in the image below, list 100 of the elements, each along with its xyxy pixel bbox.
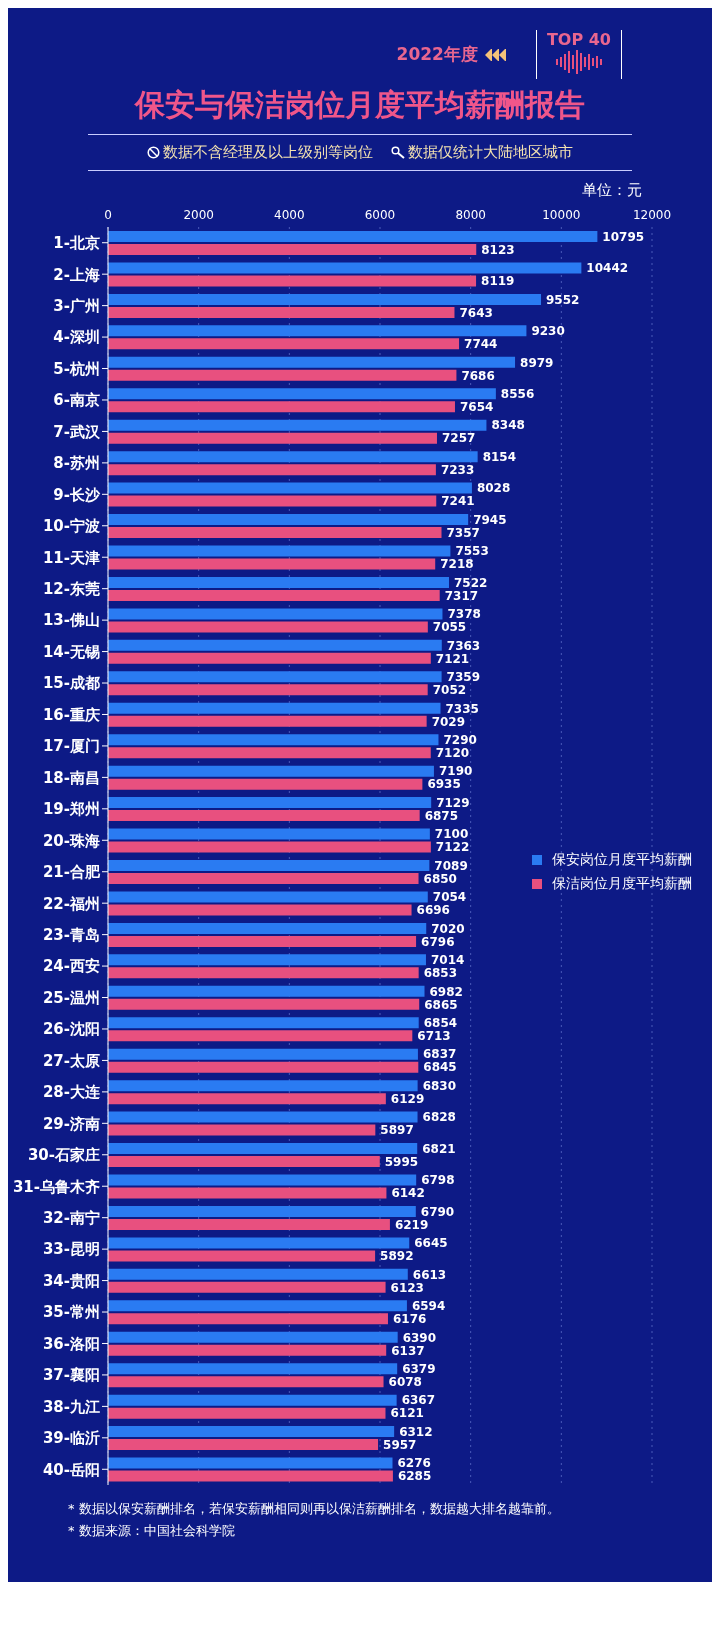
data-label: 7054 (432, 890, 467, 905)
data-label: 7686 (461, 368, 495, 383)
y-tick-label: 35-常州 (42, 1303, 100, 1322)
y-tick-label: 1-北京 (53, 234, 100, 253)
bar (108, 797, 432, 809)
bar (108, 401, 455, 413)
y-tick-label: 6-南京 (53, 391, 100, 410)
bar (108, 545, 451, 557)
bar (108, 967, 419, 979)
y-tick-label: 14-无锡 (42, 642, 100, 661)
legend-label: 保洁岗位月度平均薪酬 (552, 875, 692, 893)
bar (108, 514, 469, 526)
bar (108, 765, 434, 777)
y-tick-label: 25-温州 (42, 988, 100, 1007)
bar (108, 1344, 387, 1356)
bar (108, 1218, 390, 1230)
data-label: 6875 (424, 808, 459, 823)
text: 数据仅统计大陆地区城市 (407, 143, 573, 162)
y-tick-label: 7-武汉 (53, 422, 101, 441)
x-tick-label: 0 (104, 208, 112, 222)
bar (108, 778, 423, 790)
x-tick-label: 4000 (274, 208, 305, 222)
bar (108, 1174, 417, 1186)
y-tick-label: 10-宁波 (42, 517, 100, 536)
bar (108, 558, 436, 570)
data-label: 7317 (444, 588, 479, 603)
bar (108, 1376, 384, 1388)
data-label: 6645 (414, 1236, 448, 1251)
bar (108, 1426, 395, 1438)
bar (108, 1187, 387, 1199)
y-tick-label: 18-南昌 (42, 768, 100, 787)
y-tick-label: 17-厦门 (42, 737, 100, 756)
bar (108, 1394, 397, 1406)
data-label: 6837 (422, 1047, 457, 1062)
data-label: 6137 (391, 1343, 425, 1358)
data-label: 7654 (459, 400, 494, 415)
data-label: 6935 (427, 777, 461, 792)
bar (108, 1237, 410, 1249)
bar (108, 954, 426, 966)
data-label: 6312 (399, 1424, 433, 1439)
bar (108, 325, 527, 337)
y-tick-label: 39-临沂 (42, 1429, 100, 1448)
bar (108, 275, 477, 287)
y-tick-label: 33-昆明 (42, 1240, 100, 1259)
data-label: 7335 (445, 701, 479, 716)
data-label: 7052 (432, 683, 467, 698)
x-tick-label: 12000 (632, 208, 672, 222)
bar (108, 904, 412, 916)
bar (108, 922, 427, 934)
y-tick-label: 16-重庆 (42, 705, 100, 724)
y-tick-label: 23-青岛 (42, 925, 100, 944)
data-label: 7100 (434, 827, 469, 842)
data-label: 7029 (431, 714, 466, 729)
y-tick-label: 26-沈阳 (42, 1020, 100, 1039)
data-label: 6285 (397, 1469, 432, 1484)
y-tick-label: 4-深圳 (53, 328, 100, 347)
bar (108, 747, 431, 759)
data-label: 9230 (531, 324, 565, 339)
data-label: 5995 (384, 1154, 419, 1169)
bar (108, 1363, 398, 1375)
data-label: 7055 (432, 620, 467, 635)
y-tick-label: 30-石家庄 (27, 1146, 100, 1165)
bar (108, 828, 430, 840)
y-tick-label: 22-福州 (42, 894, 100, 913)
data-label: 6796 (421, 934, 455, 949)
bar (108, 464, 436, 476)
x-tick-label: 8000 (455, 208, 486, 222)
bar (108, 1061, 419, 1073)
x-tick-label: 10000 (542, 208, 581, 222)
data-label: 6613 (412, 1267, 447, 1282)
bar (108, 231, 598, 242)
data-label: 7014 (430, 953, 465, 968)
y-tick-label: 2-上海 (53, 265, 100, 284)
y-tick-label: 37-襄阳 (42, 1366, 100, 1385)
data-label: 6390 (402, 1330, 437, 1345)
data-label: 6696 (416, 903, 450, 918)
data-label: 8979 (520, 355, 554, 370)
x-tick-label: 6000 (364, 208, 396, 222)
bar (108, 1268, 408, 1280)
bar (108, 715, 427, 727)
bar (108, 1439, 379, 1451)
bar (108, 734, 439, 746)
bar (108, 810, 420, 822)
bar (108, 671, 442, 683)
y-tick-label: 32-南宁 (42, 1209, 100, 1227)
data-label: 7643 (459, 305, 493, 320)
y-tick-label: 15-成都 (42, 674, 100, 693)
bar (108, 369, 457, 381)
data-label: 6367 (401, 1393, 436, 1408)
bar (108, 873, 419, 884)
y-tick-label: 24-西安 (42, 957, 100, 976)
text: 数据不含经理及以上级别等岗位 (162, 143, 373, 162)
bar (108, 482, 472, 494)
data-label: 6798 (421, 1173, 455, 1188)
bar (108, 1281, 386, 1293)
data-label: 6713 (417, 1029, 451, 1044)
y-tick-label: 27-太原 (42, 1051, 100, 1070)
bar (108, 432, 437, 444)
data-label: 8123 (481, 242, 515, 257)
data-label: 6790 (420, 1204, 455, 1219)
